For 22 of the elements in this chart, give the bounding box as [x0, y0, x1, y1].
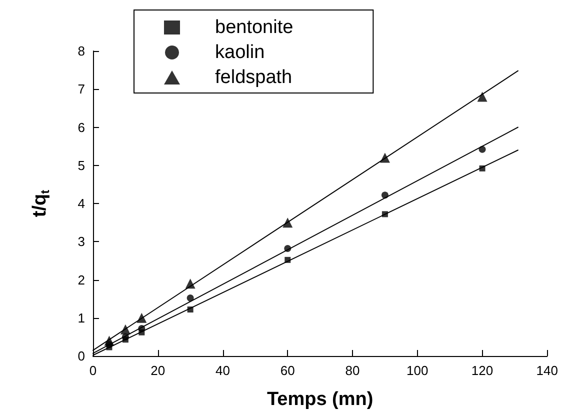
x-tick-label: 20 — [150, 363, 166, 378]
y-tick-label: 0 — [78, 348, 85, 364]
legend-label: feldspath — [215, 67, 292, 88]
y-tick-label: 8 — [78, 44, 85, 58]
y-tick-label: 7 — [78, 82, 85, 97]
y-tick-label: 5 — [78, 158, 85, 173]
legend-label: kaolin — [215, 42, 265, 63]
x-tick-label: 120 — [471, 363, 494, 378]
x-tick-label: 60 — [280, 363, 295, 378]
y-tick-label: 6 — [78, 120, 85, 135]
x-tick-label: 80 — [345, 363, 360, 378]
x-tick-label: 100 — [406, 363, 428, 378]
x-axis-title: Temps (mn) — [266, 389, 374, 410]
y-tick-label: 1 — [78, 310, 85, 326]
x-tick-label: 0 — [89, 363, 97, 378]
y-tick-label: 4 — [78, 196, 85, 211]
y-tick-label: 2 — [78, 272, 85, 288]
x-tick-label: 140 — [536, 363, 558, 378]
x-tick-label: 40 — [216, 363, 230, 378]
y-axis-title: t/qt — [30, 190, 52, 218]
y-tick-label: 3 — [78, 234, 85, 250]
legend-label: bentonite — [215, 17, 294, 38]
